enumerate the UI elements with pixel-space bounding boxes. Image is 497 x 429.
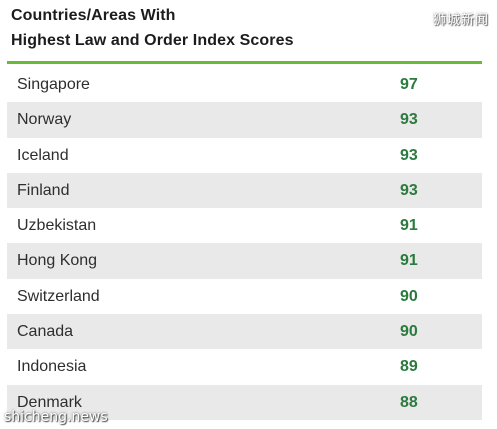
chart-title-line-2: Highest Law and Order Index Scores	[11, 32, 294, 49]
country-name: Finland	[17, 181, 70, 199]
table-row: Denmark 88	[7, 384, 482, 420]
chart-title-line-1: Countries/Areas With	[11, 7, 176, 24]
country-name: Iceland	[17, 146, 69, 164]
score-value: 93	[400, 111, 418, 129]
country-name: Hong Kong	[17, 252, 98, 270]
table-row: Norway 93	[7, 102, 482, 138]
score-table: Singapore 97 Norway 93 Iceland 93 Finland 93 Uzb…	[7, 67, 482, 420]
table-row: Indonesia 89	[7, 349, 482, 384]
table-row: Switzerland 90	[7, 279, 482, 314]
score-value: 90	[400, 287, 418, 305]
score-value: 91	[400, 252, 418, 270]
watermark-top-right: 狮城新闻	[432, 13, 489, 28]
country-name: Singapore	[17, 76, 90, 93]
chart-title: Countries/Areas With Highest Law and Ord…	[11, 3, 371, 53]
table-row: Canada 90	[7, 314, 482, 350]
table-row: Iceland 93	[7, 138, 482, 173]
country-name: Denmark	[17, 393, 82, 411]
table-row: Finland 93	[7, 172, 482, 209]
country-name: Uzbekistan	[17, 217, 97, 235]
table-row: Singapore 97	[7, 67, 482, 102]
country-name: Canada	[17, 323, 74, 341]
score-value: 88	[400, 393, 418, 411]
country-name: Switzerland	[17, 287, 100, 305]
country-name: Indonesia	[17, 358, 87, 376]
country-name: Norway	[17, 111, 72, 129]
header-rule	[7, 61, 482, 64]
score-value: 89	[400, 358, 418, 376]
table-row: Hong Kong 91	[7, 243, 482, 279]
score-value: 90	[400, 323, 418, 341]
score-value: 93	[400, 181, 418, 199]
score-value: 97	[400, 76, 418, 93]
table-row: Uzbekistan 91	[7, 208, 482, 243]
score-value: 93	[400, 146, 418, 164]
watermark-bottom-left: shicheng.news	[4, 409, 108, 425]
score-value: 91	[400, 217, 418, 235]
